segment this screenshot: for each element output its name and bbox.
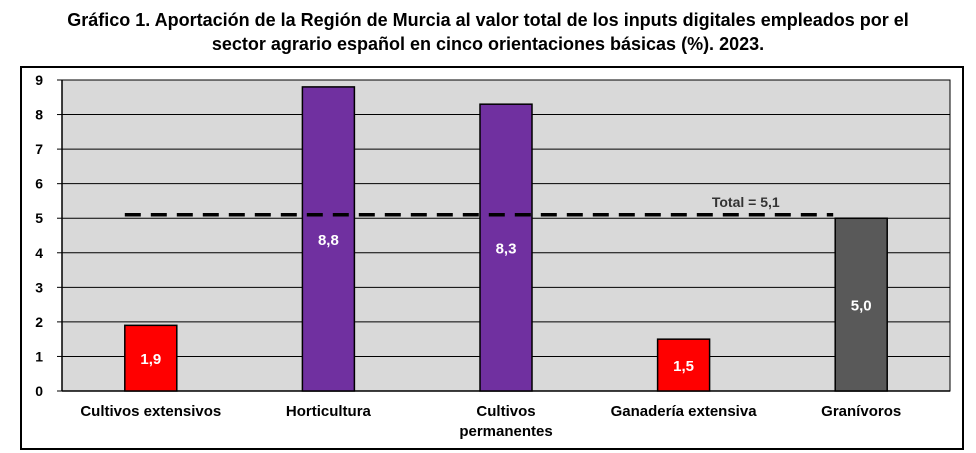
y-tick-label: 5 [35, 210, 43, 226]
data-label: 1,5 [673, 358, 694, 375]
bar [479, 103, 533, 392]
chart-title-line-1: Gráfico 1. Aportación de la Región de Mu… [67, 10, 909, 30]
y-tick-label: 0 [35, 383, 43, 399]
category-label: Cultivos [476, 403, 535, 420]
category-label: Ganadería extensiva [611, 403, 758, 420]
y-tick-label: 1 [35, 348, 43, 364]
chart-title: Gráfico 1. Aportación de la Región de Mu… [0, 8, 976, 56]
category-label: Cultivos extensivos [80, 403, 221, 420]
category-label: permanentes [459, 423, 552, 440]
y-tick-label: 2 [35, 314, 43, 330]
chart-frame [20, 66, 964, 450]
bar [124, 324, 178, 392]
data-label: 5,0 [851, 298, 872, 315]
reference-label: Total = 5,1 [712, 194, 780, 210]
y-tick-label: 6 [35, 176, 43, 192]
data-label: 1,9 [140, 351, 161, 368]
y-tick-label: 8 [35, 107, 43, 123]
y-tick-label: 3 [35, 279, 43, 295]
bar [301, 86, 356, 392]
y-tick-label: 7 [35, 141, 43, 157]
y-tick-label: 4 [35, 245, 43, 261]
data-label: 8,8 [318, 232, 339, 249]
bar [656, 338, 711, 392]
category-label: Horticultura [286, 403, 372, 420]
bar [834, 217, 888, 392]
y-tick-label: 9 [35, 72, 43, 88]
chart-title-line-2: sector agrario español en cinco orientac… [211, 34, 765, 54]
category-label: Granívoros [821, 403, 901, 420]
data-label: 8,3 [496, 241, 517, 258]
